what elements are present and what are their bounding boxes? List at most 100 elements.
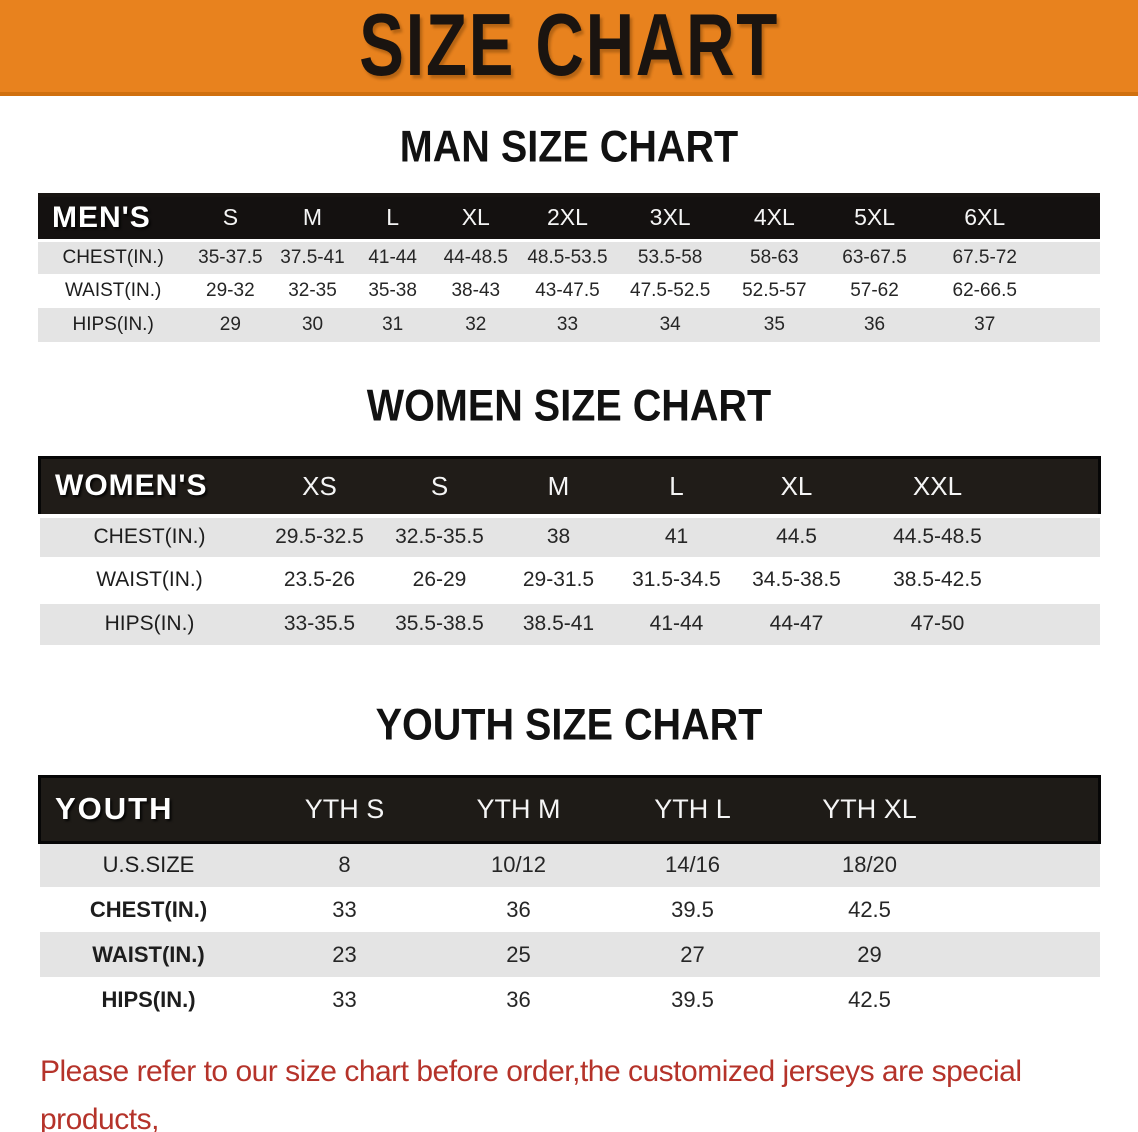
men-cell-2-1: 30 bbox=[272, 308, 353, 342]
youth-row-spacer bbox=[959, 932, 1100, 977]
men-size-col-6: 4XL bbox=[724, 197, 825, 242]
youth-header-spacer bbox=[959, 774, 1101, 844]
men-cell-0-1: 37.5-41 bbox=[272, 240, 353, 274]
men-cell-2-4: 33 bbox=[518, 308, 617, 342]
men-size-col-7: 5XL bbox=[824, 197, 925, 242]
women-cell-2-0: 33-35.5 bbox=[259, 601, 380, 645]
men-cell-1-8: 62-66.5 bbox=[924, 274, 1045, 308]
men-cell-1-2: 35-38 bbox=[352, 274, 433, 308]
youth-header-row: YOUTH YTH S YTH M YTH L YTH XL bbox=[38, 774, 1101, 844]
men-row-1: WAIST(IN.) 29-32 32-35 35-38 38-43 43-47.5 47.… bbox=[38, 274, 1100, 308]
men-header-row: MEN'S S M L XL 2XL 3XL 4XL 5XL 6XL bbox=[38, 197, 1100, 242]
youth-row-1: CHEST(IN.) 33 36 39.5 42.5 bbox=[39, 887, 1100, 932]
men-size-table: MEN'S S M L XL 2XL 3XL 4XL 5XL 6XL CHEST(IN.) 35-37… bbox=[38, 197, 1100, 342]
women-cell-2-3: 41-44 bbox=[617, 601, 736, 645]
men-row-0: CHEST(IN.) 35-37.5 37.5-41 41-44 44-48.5 48.5… bbox=[38, 240, 1100, 274]
men-cell-2-8: 37 bbox=[924, 308, 1045, 342]
youth-row-label-1: CHEST(IN.) bbox=[39, 887, 258, 932]
men-cell-2-5: 34 bbox=[616, 308, 725, 342]
men-row-spacer bbox=[1044, 274, 1100, 308]
youth-cell-3-3: 42.5 bbox=[779, 977, 960, 1022]
youth-cell-0-3: 18/20 bbox=[779, 842, 960, 887]
men-table: MEN'S S M L XL 2XL 3XL 4XL 5XL 6XL CHEST(IN.) 35-37… bbox=[38, 197, 1100, 342]
women-row-spacer bbox=[1017, 515, 1100, 559]
women-row-0: CHEST(IN.) 29.5-32.5 32.5-35.5 38 41 44.5 44.5… bbox=[39, 515, 1100, 559]
youth-row-label-3: HIPS(IN.) bbox=[39, 977, 258, 1022]
youth-cell-1-3: 42.5 bbox=[779, 887, 960, 932]
youth-size-chart-heading: YOUTH SIZE CHART bbox=[375, 699, 763, 750]
men-cell-2-7: 36 bbox=[824, 308, 925, 342]
men-table-topline bbox=[38, 193, 1100, 197]
men-size-col-1: M bbox=[272, 197, 353, 242]
women-cell-1-4: 34.5-38.5 bbox=[735, 558, 858, 602]
women-cell-1-0: 23.5-26 bbox=[259, 558, 380, 602]
women-cell-1-5: 38.5-42.5 bbox=[857, 558, 1018, 602]
youth-table-head: YOUTH YTH S YTH M YTH L YTH XL bbox=[38, 774, 1101, 844]
size-chart-content: MAN SIZE CHART MEN'S S M L XL 2XL 3XL 4XL 5XL 6XL… bbox=[0, 122, 1138, 1132]
youth-cell-2-0: 23 bbox=[257, 932, 432, 977]
men-row-label-0: CHEST(IN.) bbox=[38, 240, 189, 274]
women-row-spacer bbox=[1017, 558, 1100, 602]
men-table-head: MEN'S S M L XL 2XL 3XL 4XL 5XL 6XL bbox=[38, 197, 1100, 242]
women-table-title: WOMEN'S bbox=[38, 456, 260, 517]
women-size-col-5: XXL bbox=[857, 456, 1018, 517]
order-policy-note: Please refer to our size chart before or… bbox=[40, 1048, 1100, 1132]
men-row-spacer bbox=[1044, 240, 1100, 274]
women-size-col-3: L bbox=[617, 456, 736, 517]
men-cell-0-2: 41-44 bbox=[352, 240, 433, 274]
women-cell-0-4: 44.5 bbox=[735, 515, 858, 559]
youth-cell-3-0: 33 bbox=[257, 977, 432, 1022]
men-cell-0-8: 67.5-72 bbox=[924, 240, 1045, 274]
women-cell-2-2: 38.5-41 bbox=[499, 601, 618, 645]
youth-row-spacer bbox=[959, 887, 1100, 932]
youth-cell-1-0: 33 bbox=[257, 887, 432, 932]
men-cell-0-6: 58-63 bbox=[724, 240, 825, 274]
women-cell-0-1: 32.5-35.5 bbox=[379, 515, 500, 559]
men-row-2: HIPS(IN.) 29 30 31 32 33 34 35 36 37 bbox=[38, 308, 1100, 342]
women-row-label-2: HIPS(IN.) bbox=[39, 601, 260, 645]
youth-cell-1-2: 39.5 bbox=[605, 887, 780, 932]
women-size-table: WOMEN'S XS S M L XL XXL CHEST(IN.) 29.5-32.5 32.5… bbox=[38, 456, 1101, 645]
men-table-title: MEN'S bbox=[38, 197, 189, 242]
youth-row-3: HIPS(IN.) 33 36 39.5 42.5 bbox=[39, 977, 1100, 1022]
women-cell-2-4: 44-47 bbox=[735, 601, 858, 645]
youth-size-col-0: YTH S bbox=[257, 774, 432, 844]
youth-table: YOUTH YTH S YTH M YTH L YTH XL U.S.SIZE 8 10/12… bbox=[38, 774, 1101, 1022]
page-title: SIZE CHART bbox=[359, 0, 779, 95]
men-size-col-5: 3XL bbox=[616, 197, 725, 242]
women-cell-0-2: 38 bbox=[499, 515, 618, 559]
men-cell-0-3: 44-48.5 bbox=[432, 240, 519, 274]
men-cell-1-6: 52.5-57 bbox=[724, 274, 825, 308]
men-size-col-2: L bbox=[352, 197, 433, 242]
men-size-col-3: XL bbox=[432, 197, 519, 242]
women-row-2: HIPS(IN.) 33-35.5 35.5-38.5 38.5-41 41-44 44-… bbox=[39, 601, 1100, 645]
women-size-chart-heading: WOMEN SIZE CHART bbox=[366, 381, 772, 431]
youth-cell-3-2: 39.5 bbox=[605, 977, 780, 1022]
women-cell-1-2: 29-31.5 bbox=[499, 558, 618, 602]
youth-row-label-0: U.S.SIZE bbox=[39, 842, 258, 887]
men-cell-2-0: 29 bbox=[188, 308, 273, 342]
men-cell-0-7: 63-67.5 bbox=[824, 240, 925, 274]
men-size-col-4: 2XL bbox=[518, 197, 617, 242]
women-header-row: WOMEN'S XS S M L XL XXL bbox=[38, 456, 1101, 517]
women-header-spacer bbox=[1017, 456, 1101, 517]
men-cell-1-1: 32-35 bbox=[272, 274, 353, 308]
women-cell-1-1: 26-29 bbox=[379, 558, 500, 602]
men-cell-2-3: 32 bbox=[432, 308, 519, 342]
youth-cell-1-1: 36 bbox=[431, 887, 606, 932]
men-cell-0-4: 48.5-53.5 bbox=[518, 240, 617, 274]
youth-size-col-3: YTH XL bbox=[779, 774, 960, 844]
men-size-col-8: 6XL bbox=[924, 197, 1045, 242]
men-row-label-1: WAIST(IN.) bbox=[38, 274, 189, 308]
women-cell-1-3: 31.5-34.5 bbox=[617, 558, 736, 602]
women-row-1: WAIST(IN.) 23.5-26 26-29 29-31.5 31.5-34.5 34… bbox=[39, 558, 1100, 602]
men-cell-1-7: 57-62 bbox=[824, 274, 925, 308]
size-chart-banner: SIZE CHART bbox=[0, 0, 1138, 96]
women-cell-0-5: 44.5-48.5 bbox=[857, 515, 1018, 559]
men-cell-1-3: 38-43 bbox=[432, 274, 519, 308]
men-cell-2-6: 35 bbox=[724, 308, 825, 342]
youth-cell-0-0: 8 bbox=[257, 842, 432, 887]
women-cell-0-0: 29.5-32.5 bbox=[259, 515, 380, 559]
men-cell-0-5: 53.5-58 bbox=[616, 240, 725, 274]
youth-table-body: U.S.SIZE 8 10/12 14/16 18/20 CHEST(IN.) 33 36 39… bbox=[39, 842, 1100, 1022]
